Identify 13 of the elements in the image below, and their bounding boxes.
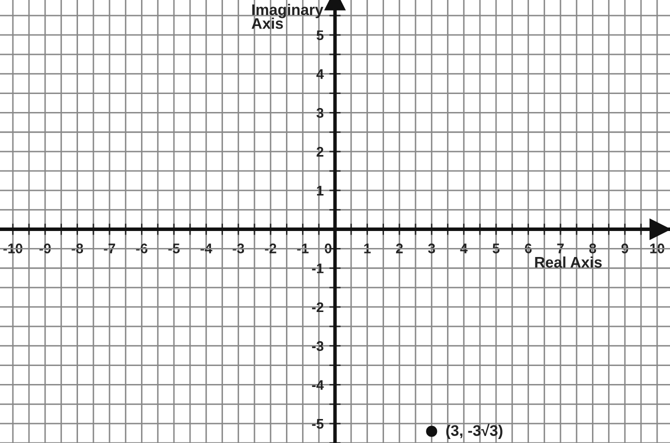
y-tick-label: -2 bbox=[312, 302, 324, 312]
x-axis-title: Real Axis bbox=[535, 256, 602, 268]
y-tick-label: 5 bbox=[316, 30, 324, 40]
y-tick-label: -1 bbox=[312, 264, 324, 274]
y-tick-label: 3 bbox=[316, 108, 324, 118]
y-tick-label: -3 bbox=[312, 341, 324, 352]
y-tick-label: 1 bbox=[317, 186, 324, 196]
y-axis-title: Imaginary Axis bbox=[252, 4, 324, 29]
y-tick-label: -5 bbox=[312, 419, 324, 429]
annotation: (3, -3√3) bbox=[446, 424, 502, 439]
y-tick-label: 4 bbox=[316, 69, 324, 79]
y-tick-label: 2 bbox=[316, 146, 324, 157]
y-tick-label: -4 bbox=[312, 380, 324, 390]
